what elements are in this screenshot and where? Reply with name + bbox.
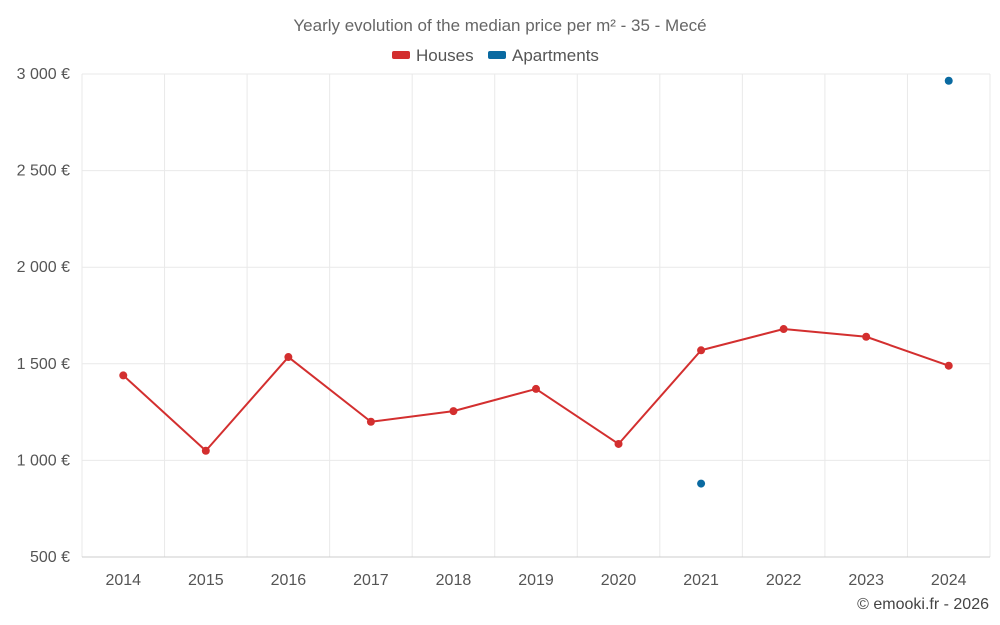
legend-label-houses: Houses xyxy=(416,46,474,65)
y-axis-ticks: 500 € 1 000 € 1 500 € 2 000 € 2 500 € 3 000 € xyxy=(17,66,70,566)
x-axis-ticks: 2014 2015 2016 2017 2018 2019 2020 2021 2022 2023… xyxy=(105,572,966,589)
x-tick-label: 2015 xyxy=(188,572,224,589)
data-point-apartments[interactable] xyxy=(697,479,706,488)
x-tick-label: 2018 xyxy=(436,572,472,589)
x-tick-label: 2023 xyxy=(848,572,884,589)
data-point-houses[interactable] xyxy=(532,384,540,393)
legend-swatch-houses xyxy=(392,51,410,59)
data-point-houses[interactable] xyxy=(614,439,623,448)
chart-title: Yearly evolution of the median price per… xyxy=(293,16,706,35)
x-tick-label: 2021 xyxy=(683,572,719,589)
x-tick-label: 2017 xyxy=(353,572,389,589)
x-tick-label: 2020 xyxy=(601,572,637,589)
data-point-houses[interactable] xyxy=(697,346,706,355)
legend-item-apartments[interactable]: Apartments xyxy=(488,46,599,65)
x-tick-label: 2019 xyxy=(518,572,554,589)
y-tick-label: 3 000 € xyxy=(17,66,70,83)
data-point-houses[interactable] xyxy=(119,371,128,380)
series xyxy=(119,76,953,488)
legend: Houses Apartments xyxy=(392,46,599,65)
y-tick-label: 2 500 € xyxy=(17,163,70,180)
legend-item-houses[interactable]: Houses xyxy=(392,46,474,65)
legend-swatch-apartments xyxy=(488,51,506,59)
data-point-houses[interactable] xyxy=(284,353,293,362)
series-houses xyxy=(119,325,953,455)
series-apartments xyxy=(697,76,953,488)
y-tick-label: 1 500 € xyxy=(17,356,70,373)
credit-text: © emooki.fr - 2026 xyxy=(857,596,989,613)
data-point-houses[interactable] xyxy=(449,407,458,416)
data-point-houses[interactable] xyxy=(944,361,953,370)
y-tick-label: 500 € xyxy=(30,549,70,566)
y-tick-label: 2 000 € xyxy=(17,259,70,276)
data-point-apartments[interactable] xyxy=(944,76,953,85)
x-tick-label: 2022 xyxy=(766,572,802,589)
data-point-houses[interactable] xyxy=(862,332,871,341)
x-tick-label: 2024 xyxy=(931,572,967,589)
legend-label-apartments: Apartments xyxy=(512,46,599,65)
x-tick-label: 2014 xyxy=(105,572,141,589)
data-point-houses[interactable] xyxy=(779,325,788,334)
y-tick-label: 1 000 € xyxy=(17,452,70,469)
x-tick-label: 2016 xyxy=(271,572,307,589)
data-point-houses[interactable] xyxy=(366,417,375,426)
grid xyxy=(81,73,991,557)
data-point-houses[interactable] xyxy=(201,446,210,455)
